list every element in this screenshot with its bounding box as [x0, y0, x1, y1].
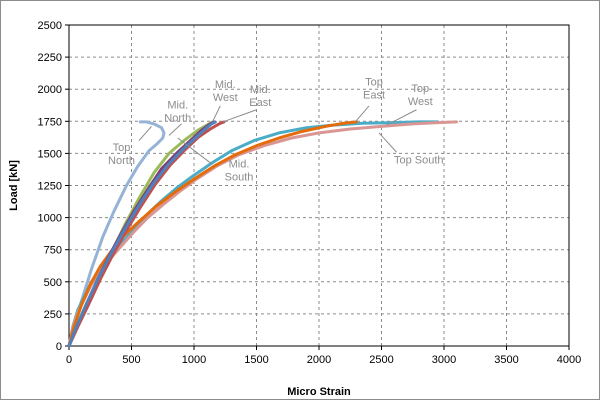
- top-west-leader-line: [386, 109, 417, 126]
- top-north-annotation: Top North: [108, 142, 135, 167]
- mid-west-annotation-line: Mid.: [215, 79, 236, 91]
- x-tick-label: 1000: [182, 354, 206, 366]
- top-east-annotation-line: Top: [365, 76, 383, 88]
- mid-west-annotation-line: West: [213, 92, 238, 104]
- y-tick-label: 2250: [38, 52, 62, 64]
- top-south-leader-line: [378, 132, 397, 153]
- x-tick-label: 2500: [369, 354, 393, 366]
- series-line-6: [67, 120, 216, 348]
- series-line-1: [67, 120, 166, 348]
- x-tick-label: 500: [122, 354, 140, 366]
- series-line-5: [67, 120, 358, 348]
- top-west-annotation-line: West: [408, 96, 433, 108]
- top-east-leader-line: [354, 105, 370, 123]
- mid-west-annotation: Mid. West: [213, 79, 238, 104]
- mid-east-annotation: Mid. East: [249, 84, 271, 109]
- x-axis-ticks: 0 500 1000 1500 2000 2500 3000 3500 4000: [66, 346, 581, 366]
- series-line-2: [67, 120, 215, 348]
- top-east-annotation-line: East: [363, 89, 385, 101]
- mid-south-annotation-line: Mid.: [229, 159, 250, 171]
- series-line-7: [67, 120, 226, 348]
- y-axis-ticks: 0 250 500 750 1000 1250 1500 1750 2000 2250 2500: [38, 20, 69, 353]
- y-tick-label: 500: [44, 277, 62, 289]
- mid-west-leader-line: [212, 105, 221, 122]
- y-tick-label: 250: [44, 309, 62, 321]
- top-north-annotation-line: Top: [113, 142, 131, 154]
- x-axis-title: Micro Strain: [287, 386, 351, 398]
- y-axis-title: Load [kN]: [8, 160, 20, 211]
- x-tick-label: 0: [66, 354, 72, 366]
- x-tick-label: 3500: [494, 354, 518, 366]
- top-north-leader-line: [138, 126, 152, 141]
- top-north-annotation-line: North: [108, 155, 135, 167]
- y-tick-label: 1500: [38, 148, 62, 160]
- y-tick-label: 2000: [38, 84, 62, 96]
- top-east-annotation: Top East: [363, 76, 385, 101]
- grid-lines: [69, 25, 569, 346]
- y-tick-label: 1250: [38, 181, 62, 193]
- mid-north-annotation: Mid. North: [164, 99, 191, 124]
- y-tick-label: 0: [56, 341, 62, 353]
- mid-south-annotation-line: South: [225, 172, 254, 184]
- top-south-annotation-line: Top South: [394, 155, 444, 167]
- x-tick-label: 2000: [307, 354, 331, 366]
- top-west-annotation: Top West: [408, 83, 433, 108]
- series-group: [67, 120, 458, 348]
- mid-south-annotation: Mid. South: [225, 159, 254, 184]
- top-south-annotation: Top South: [394, 155, 444, 167]
- x-tick-label: 4000: [557, 354, 581, 366]
- y-tick-label: 2500: [38, 20, 62, 32]
- y-tick-label: 750: [44, 245, 62, 257]
- mid-east-leader-line: [222, 109, 257, 123]
- top-west-annotation-line: Top: [411, 83, 429, 95]
- y-tick-label: 1000: [38, 213, 62, 225]
- mid-north-leader-line: [168, 123, 182, 136]
- mid-east-annotation-line: East: [249, 97, 271, 109]
- mid-north-annotation-line: Mid.: [167, 99, 188, 111]
- mid-north-annotation-line: North: [164, 112, 191, 124]
- mid-south-leader-line: [177, 137, 212, 165]
- x-tick-label: 1500: [244, 354, 268, 366]
- mid-east-annotation-line: Mid.: [250, 84, 271, 96]
- y-tick-label: 1750: [38, 116, 62, 128]
- x-tick-label: 3000: [432, 354, 456, 366]
- series-line-8: [67, 120, 217, 348]
